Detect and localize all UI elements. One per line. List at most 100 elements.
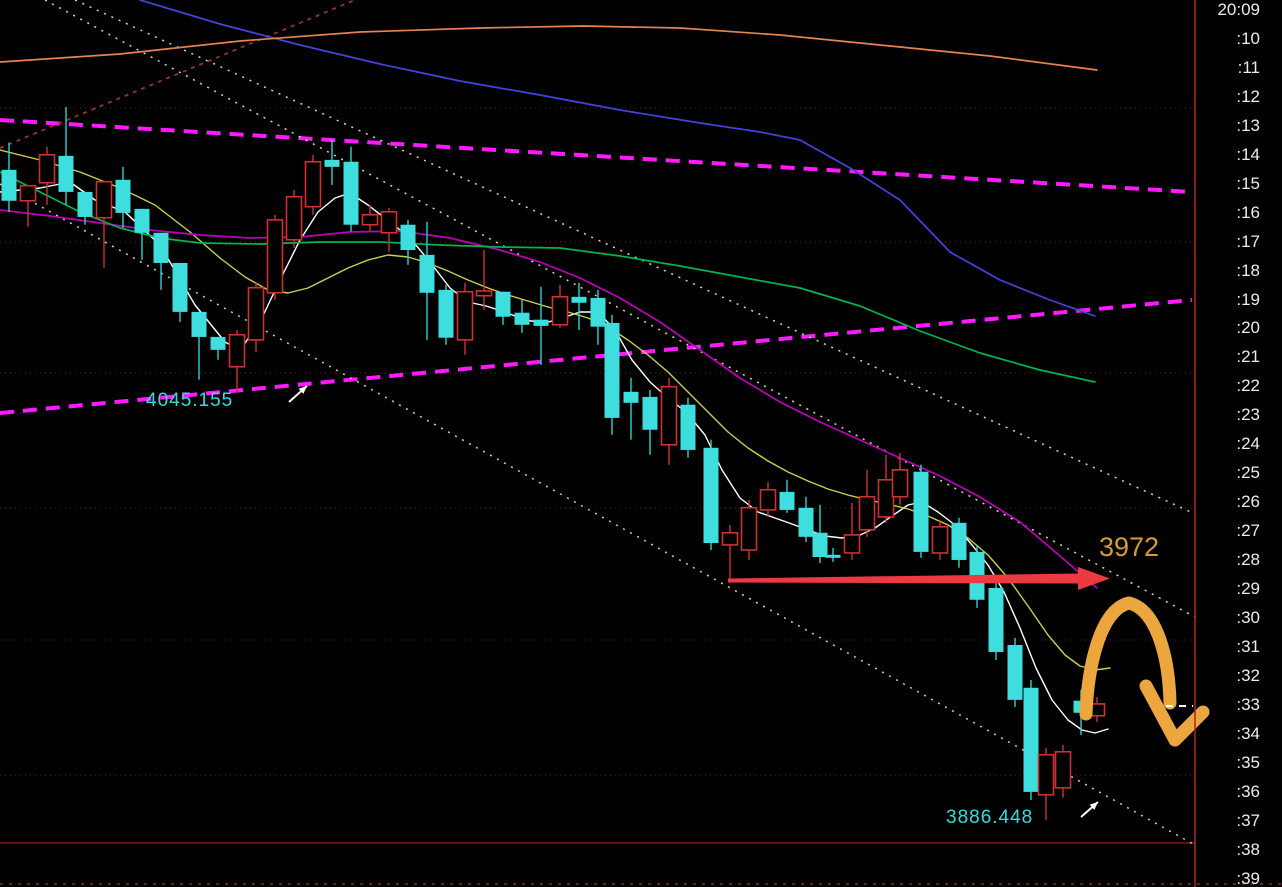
candle-body-down [210,336,226,350]
time-label: :21 [1236,347,1260,367]
time-label: :37 [1236,810,1260,830]
time-label: :12 [1236,86,1260,106]
dotted-channel-1 [44,0,1196,618]
ma-long-green [0,171,1096,383]
candle-body-down [798,507,814,537]
candle-body-up [740,506,758,551]
candle-body-down [438,289,454,338]
time-label: :19 [1236,289,1260,309]
red-dotted-rising [0,0,356,149]
time-label: :14 [1236,144,1260,164]
time-label: :26 [1236,492,1260,512]
candle-body-up [931,526,949,554]
time-label: :22 [1236,376,1260,396]
candle-body-up [891,469,909,498]
orange-curve-arrow-icon [1139,679,1210,747]
ma-fast-white [0,181,1109,734]
ma-longest-orange [0,25,1098,71]
price-annotation-swing-low-4045: 4045.155 [146,390,234,411]
candle-body-down [913,471,929,552]
candle-body-up [843,534,861,554]
candle-body-up [38,153,56,184]
time-label: :16 [1236,202,1260,222]
candle-body-up [285,195,303,241]
time-label: :39 [1236,868,1260,887]
magenta-dashed-lower [0,298,1193,415]
time-label: :24 [1236,434,1260,454]
time-label: :11 [1237,57,1260,77]
candle-body-up [380,211,398,234]
time-label: 20:09 [1217,0,1260,19]
candle-body-down [703,447,719,544]
time-label: :27 [1236,521,1260,541]
candle-body-up [660,385,678,446]
candle-body-down [134,208,150,233]
candle-body-down [533,319,549,326]
candle-body-up [475,290,493,297]
candle-body-down [571,296,587,303]
candle-body-down [590,297,606,327]
candle-body-down [115,179,131,213]
time-label: :20 [1236,318,1260,338]
candle-body-down [343,161,359,225]
time-label: :36 [1236,781,1260,801]
candle-body-up [228,333,246,368]
candle-body-down [812,532,828,557]
time-label: :32 [1236,665,1260,685]
candle-body-up [721,531,739,546]
candle-body-up [266,219,284,294]
time-label: :23 [1236,405,1260,425]
candle-body-down [77,191,93,217]
candle-body-down [779,491,795,510]
time-label: :29 [1236,579,1260,598]
price-annotation-level-3972: 3972 [1099,532,1160,562]
candle-body-down [642,396,658,430]
time-label: :35 [1236,752,1260,772]
candle-body-down [1023,687,1039,792]
time-label: :31 [1236,636,1260,656]
candle-body-up [759,488,777,511]
time-label: :18 [1236,260,1260,280]
candle-body-up [19,184,37,202]
candle-body-up [247,286,265,341]
candle-body-down [419,254,435,293]
candle-body-down [191,311,207,337]
white-pointer-arrow-head-icon [1089,802,1098,810]
candle-body-down [825,554,841,558]
candle-body-up [858,495,876,531]
candle-body-down [400,224,416,251]
time-label: :34 [1236,723,1260,743]
time-label: :25 [1236,463,1260,483]
price-annotation-swing-low-3886: 3886.448 [946,807,1034,828]
candle-body-down [58,155,74,192]
time-label: :33 [1236,694,1260,714]
candle-body-down [514,312,530,325]
red-arrow-shaft [728,573,1078,584]
candle-body-down [324,159,340,167]
time-label: :10 [1236,28,1260,48]
time-label: :28 [1236,550,1260,570]
orange-curve-arrow-icon [1079,596,1177,721]
ma-longer-blue [139,0,1096,317]
candle-body-down [951,522,967,560]
red-arrow-head-icon [1078,567,1110,590]
ma-slow-purple [0,209,1098,589]
candle-body-down [1007,644,1023,700]
time-axis: 20:09:10:11:12:13:14:15:16:17:18:19:20:2… [1195,0,1282,887]
magenta-dashed-upper [0,118,1193,194]
candle-body-up [1037,753,1055,796]
candle-body-up [877,478,895,518]
white-pointer-arrow-head-icon [298,386,307,394]
candle-body-up [551,296,569,326]
candle-body-down [1,169,17,201]
time-label: :38 [1236,839,1260,859]
candle-body-down [604,322,620,418]
time-label: :15 [1236,173,1260,193]
candle-body-down [172,262,188,312]
candle-body-down [680,404,696,450]
candle-body-down [988,587,1004,652]
dotted-channel-2 [74,0,1196,515]
candle-body-up [304,160,322,208]
